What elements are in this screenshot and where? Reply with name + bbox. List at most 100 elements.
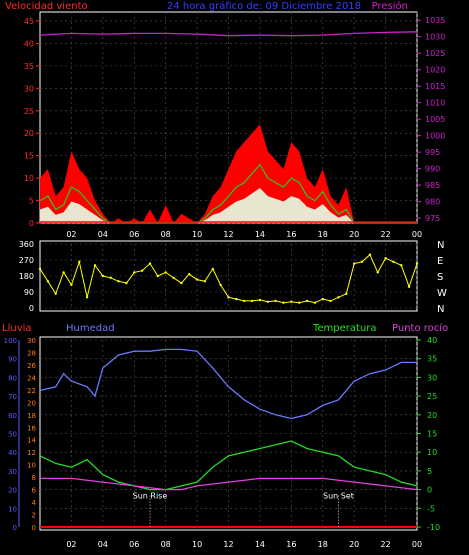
y-tick-label-rain: 8 [32,474,36,482]
x-tick-label: 08 [161,230,171,239]
y-tick-label-wind: 35 [24,62,34,71]
direction-point [298,301,301,304]
direction-point [321,297,324,301]
wind-speed-area [40,188,417,223]
direction-point [329,299,332,303]
y-tick-label-pressure: 985 [425,181,440,190]
direction-point [274,299,277,303]
direction-point [125,281,128,285]
compass-label: N [437,304,444,315]
y-tick-label-rain: 18 [27,412,36,420]
direction-point [313,301,317,304]
y-tick-label-wind: 25 [24,107,34,116]
direction-point [133,271,136,274]
x-tick-label: 22 [380,540,390,549]
x-tick-label: 12 [223,540,233,549]
y-tick-label-humidity: 90 [8,356,17,364]
y-tick-label-temp: 40 [427,336,437,345]
direction-point [93,264,97,267]
direction-point [290,300,293,303]
direction-point [266,300,269,303]
direction-point [188,273,191,276]
gust-area [40,124,417,223]
y-tick-label-wind: 15 [24,152,34,161]
y-tick-label-rain: 10 [27,462,36,470]
direction-point [156,274,159,278]
direction-point [305,299,309,303]
y-tick-label-temp: 5 [427,467,432,476]
direction-point [400,264,403,267]
y-tick-label-humidity: 50 [8,431,17,439]
direction-point [85,296,89,299]
compass-label: E [437,256,443,267]
y-tick-label-rain: 4 [32,499,37,507]
y-tick-label-humidity: 20 [8,487,17,495]
sun-rise-label: Sun Rise [133,492,168,501]
direction-point [219,283,222,287]
direction-point [337,296,340,299]
x-tick-label: 16 [286,540,296,549]
direction-point [415,262,419,265]
compass-label: W [437,288,447,299]
x-tick-label: 08 [161,540,171,549]
direction-point [250,299,254,303]
temperature-line [39,440,418,491]
chart-title: 24 hora gráfico de: 09 Diciembre 2018 [167,0,361,12]
x-tick-label: 14 [255,540,265,549]
x-tick-label: 00 [412,540,422,549]
y-tick-label-wind: 30 [24,84,34,93]
y-tick-label-rain: 14 [27,437,36,445]
y-tick-label-pressure: 995 [425,148,440,157]
y-tick-label-direction: 0 [29,304,34,313]
y-tick-label-temp: -10 [427,523,440,532]
direction-point [109,276,112,279]
dewpoint-label: Punto rocío [392,322,448,334]
y-tick-label-humidity: 100 [4,337,17,345]
direction-point [195,278,199,281]
direction-point [227,296,230,299]
y-tick-label-rain: 22 [27,387,36,395]
direction-point [117,280,120,283]
direction-point [384,257,387,260]
y-tick-label-humidity: 60 [8,412,17,420]
y-tick-label-wind: 40 [24,39,34,48]
x-tick-label: 10 [192,230,202,239]
x-tick-label: 04 [98,230,108,239]
y-tick-label-pressure: 1000 [425,132,445,141]
y-tick-label-wind: 20 [24,129,34,138]
y-tick-label-temp: -5 [427,504,435,513]
compass-label: N [437,240,444,251]
direction-point [235,297,238,301]
direction-point [345,292,348,295]
humidity-line [39,348,417,420]
y-tick-label-temp: 15 [427,430,437,439]
y-tick-label-wind: 0 [29,219,34,228]
y-tick-label-humidity: 70 [8,393,17,401]
y-tick-label-rain: 24 [27,374,36,382]
y-tick-label-wind: 10 [24,174,34,183]
wind-speed-label: Velocidad viento [5,1,88,12]
direction-point [101,274,105,278]
sun-set-label: Sun Set [323,492,354,501]
direction-point [258,298,262,302]
direction-point [172,276,175,279]
y-tick-label-rain: 12 [27,449,36,457]
y-tick-label-humidity: 80 [8,374,17,382]
y-tick-label-wind: 5 [29,197,34,206]
y-tick-label-rain: 20 [27,399,36,407]
direction-point [62,271,65,274]
direction-point [392,260,395,263]
y-tick-label-rain: 16 [27,424,36,432]
y-tick-label-direction: 270 [19,256,34,265]
x-tick-label: 02 [66,230,76,239]
dewpoint-line [40,477,418,491]
y-tick-label-rain: 2 [32,512,36,520]
y-tick-label-pressure: 975 [425,214,440,223]
x-tick-label: 04 [98,540,108,549]
direction-point [282,301,285,304]
y-tick-label-rain: 28 [27,349,36,357]
y-tick-label-pressure: 1005 [425,115,445,124]
direction-point [243,299,246,303]
y-tick-label-temp: 0 [427,486,432,495]
y-tick-label-humidity: 0 [13,524,17,532]
